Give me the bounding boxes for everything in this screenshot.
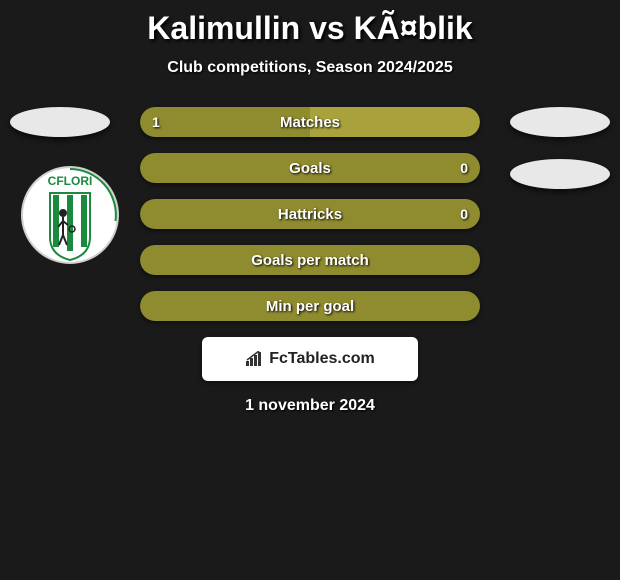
bar-hattricks: Hattricks 0	[140, 199, 480, 229]
page-title: Kalimullin vs KÃ¤blik	[0, 0, 620, 47]
player1-avatar	[10, 107, 110, 137]
subtitle: Club competitions, Season 2024/2025	[0, 59, 620, 77]
bar-label: Matches	[140, 107, 480, 137]
bar-label: Hattricks	[140, 199, 480, 229]
bar-goals-per-match: Goals per match	[140, 245, 480, 275]
bar-matches: 1 Matches	[140, 107, 480, 137]
bar-right-value: 0	[460, 199, 468, 229]
brand-badge[interactable]: FcTables.com	[202, 337, 418, 381]
comparison-area: CFLORI 1 Matches Goals 0	[0, 107, 620, 321]
bar-label: Goals	[140, 153, 480, 183]
bar-min-per-goal: Min per goal	[140, 291, 480, 321]
chart-icon	[245, 351, 265, 367]
bar-label: Goals per match	[140, 245, 480, 275]
date-label: 1 november 2024	[0, 397, 620, 415]
player1-club-crest: CFLORI	[20, 165, 120, 265]
stat-bars: 1 Matches Goals 0 Hattricks 0 Goals per …	[140, 107, 480, 321]
player2-club-avatar	[510, 159, 610, 189]
player2-avatar	[510, 107, 610, 137]
bar-right-value: 0	[460, 153, 468, 183]
brand-text: FcTables.com	[269, 350, 375, 368]
svg-text:CFLORI: CFLORI	[48, 174, 93, 188]
bar-label: Min per goal	[140, 291, 480, 321]
bar-goals: Goals 0	[140, 153, 480, 183]
